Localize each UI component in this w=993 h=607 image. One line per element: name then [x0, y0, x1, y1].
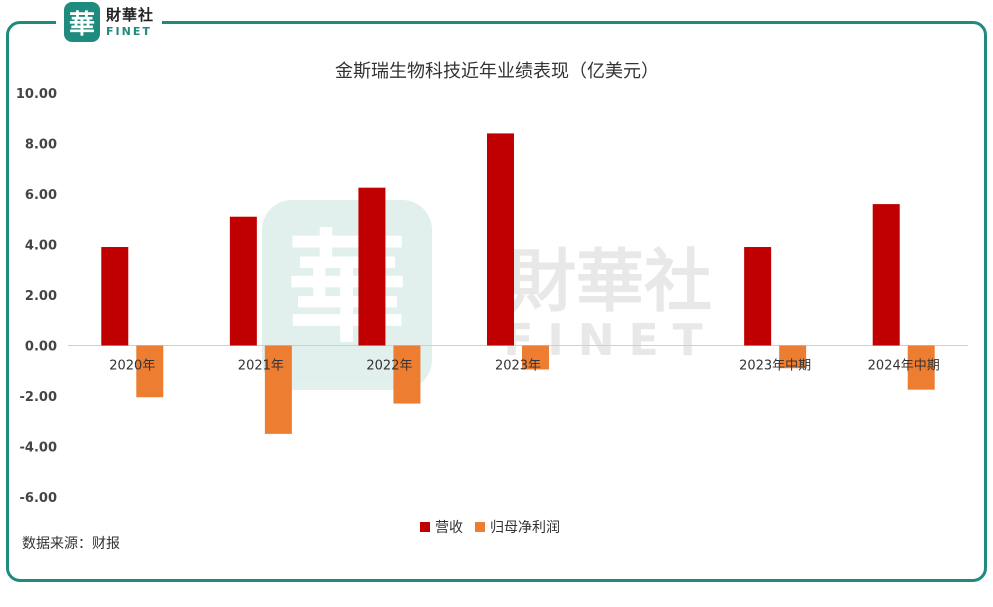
category-label: 2023年	[495, 359, 541, 374]
y-axis: 10.00 8.00 6.00 4.00 2.00 0.00 -2.00 -4.00 -6.00	[16, 87, 57, 506]
revenue-bar	[487, 133, 514, 346]
revenue-bar	[744, 247, 772, 346]
category-label: 2024年中期	[868, 359, 940, 374]
category-label: 2023年中期	[739, 359, 811, 374]
logo-text: 財華社 FINET	[106, 5, 155, 38]
y-tick-label: 4.00	[25, 239, 57, 254]
net-profit-bar	[136, 345, 164, 398]
source-note: 数据来源：财报	[22, 536, 120, 552]
logo-seal-icon: 華	[64, 2, 100, 42]
logo-cn: 財華社	[106, 5, 155, 24]
legend-swatch-net-profit	[475, 522, 485, 532]
watermark-cn: 財華社	[508, 243, 712, 322]
revenue-bar	[358, 187, 386, 346]
category-label: 2020年	[109, 359, 155, 374]
bars	[101, 133, 935, 434]
watermark-seal-icon	[262, 200, 432, 390]
legend-label-net-profit: 归母净利润	[490, 519, 560, 536]
y-tick-label: 2.00	[25, 289, 57, 304]
finet-logo: 華 財華社 FINET	[56, 0, 163, 44]
legend: 营收 归母净利润	[420, 519, 560, 536]
legend-swatch-revenue	[420, 522, 430, 532]
revenue-bar	[229, 216, 257, 346]
net-profit-bar	[779, 345, 807, 369]
net-profit-bar	[393, 345, 421, 404]
y-tick-label: -2.00	[20, 390, 57, 405]
category-labels: 2020年 2021年 2022年 2023年 2023年中期 2024年中期	[109, 359, 940, 374]
watermark: 華 財華社 FINET	[262, 200, 712, 390]
revenue-bar	[872, 204, 900, 346]
logo-en: FINET	[106, 24, 152, 38]
y-tick-label: 10.00	[16, 87, 57, 102]
y-tick-label: -4.00	[20, 441, 57, 456]
y-tick-label: 0.00	[25, 340, 57, 355]
revenue-bar	[101, 247, 129, 346]
net-profit-bar	[264, 345, 292, 434]
y-tick-label: 8.00	[25, 138, 57, 153]
chart-title: 金斯瑞生物科技近年业绩表现（亿美元）	[335, 61, 659, 82]
watermark-seal-char: 華	[287, 218, 407, 359]
net-profit-bar	[522, 345, 549, 370]
y-tick-label: 6.00	[25, 188, 57, 203]
category-label: 2022年	[366, 359, 412, 374]
legend-label-revenue: 营收	[435, 520, 463, 536]
net-profit-bar	[907, 345, 935, 390]
category-label: 2021年	[238, 359, 284, 374]
y-tick-label: -6.00	[20, 491, 57, 506]
